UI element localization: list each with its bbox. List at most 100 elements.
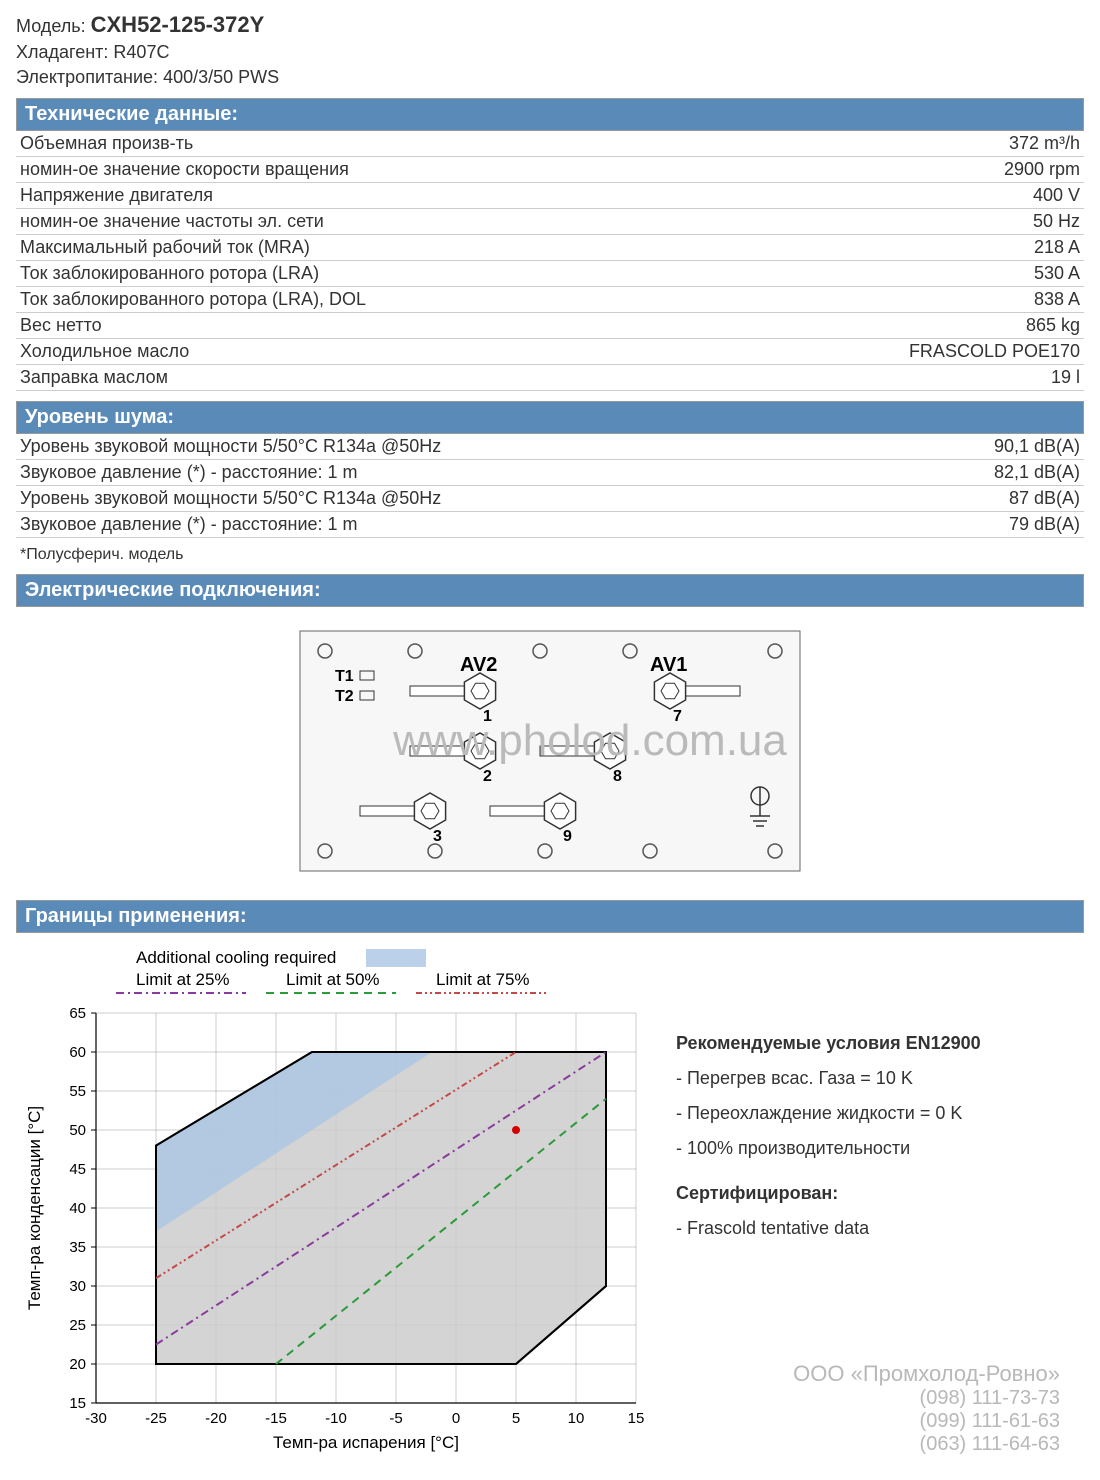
svg-text:55: 55 xyxy=(69,1083,86,1100)
svg-text:15: 15 xyxy=(69,1395,86,1412)
tech-table: Объемная произв-ть372 m³/hномин-ое значе… xyxy=(16,131,1084,391)
limits-chart: Additional cooling required Limit at 25% L… xyxy=(16,943,656,1468)
noise-section-header: Уровень шума: xyxy=(16,401,1084,434)
table-row: Ток заблокированного ротора (LRA)530 A xyxy=(16,261,1084,287)
electrical-section-header: Электрические подключения: xyxy=(16,574,1084,607)
table-row: Звуковое давление (*) - расстояние: 1 m8… xyxy=(16,460,1084,486)
table-row: Вес нетто865 kg xyxy=(16,313,1084,339)
row-value: 530 A xyxy=(725,261,1084,287)
row-value: 19 l xyxy=(725,365,1084,391)
row-label: номин-ое значение частоты эл. сети xyxy=(16,209,725,235)
table-row: номин-ое значение скорости вращения2900 … xyxy=(16,157,1084,183)
svg-text:40: 40 xyxy=(69,1200,86,1217)
company-name: ООО «Промхолод-Ровно» xyxy=(793,1361,1060,1387)
company-phone: (098) 111-73-73 xyxy=(793,1387,1060,1410)
power-line: Электропитание: 400/3/50 PWS xyxy=(16,67,1084,88)
tech-section-header: Технические данные: xyxy=(16,98,1084,131)
table-row: Уровень звуковой мощности 5/50°C R134a @… xyxy=(16,434,1084,460)
svg-text:-15: -15 xyxy=(265,1410,287,1427)
svg-text:Limit at 50%: Limit at 50% xyxy=(286,970,380,989)
row-value: 79 dB(A) xyxy=(892,512,1084,538)
table-row: Уровень звуковой мощности 5/50°C R134a @… xyxy=(16,486,1084,512)
svg-text:65: 65 xyxy=(69,1005,86,1022)
limits-section-header: Границы применения: xyxy=(16,900,1084,933)
row-value: 372 m³/h xyxy=(725,131,1084,157)
row-label: Напряжение двигателя xyxy=(16,183,725,209)
svg-text:7: 7 xyxy=(673,708,682,725)
row-label: Вес нетто xyxy=(16,313,725,339)
row-label: Звуковое давление (*) - расстояние: 1 m xyxy=(16,460,892,486)
table-row: Объемная произв-ть372 m³/h xyxy=(16,131,1084,157)
company-phone: (063) 111-64-63 xyxy=(793,1433,1060,1456)
row-label: Ток заблокированного ротора (LRA) xyxy=(16,261,725,287)
model-label: Модель: xyxy=(16,16,86,36)
svg-text:3: 3 xyxy=(433,828,442,845)
recommended-title: Рекомендуемые условия EN12900 xyxy=(676,1033,1084,1054)
svg-text:Темп-ра конденсации [°C]: Темп-ра конденсации [°C] xyxy=(25,1106,44,1310)
table-row: Напряжение двигателя400 V xyxy=(16,183,1084,209)
svg-text:-10: -10 xyxy=(325,1410,347,1427)
row-value: 838 A xyxy=(725,287,1084,313)
svg-text:-25: -25 xyxy=(145,1410,167,1427)
svg-text:Темп-ра испарения [°C]: Темп-ра испарения [°C] xyxy=(273,1433,459,1452)
certified-title: Сертифицирован: xyxy=(676,1183,1084,1204)
company-phone: (099) 111-61-63 xyxy=(793,1410,1060,1433)
row-label: Объемная произв-ть xyxy=(16,131,725,157)
svg-text:8: 8 xyxy=(613,768,622,785)
table-row: Ток заблокированного ротора (LRA), DOL83… xyxy=(16,287,1084,313)
table-row: Максимальный рабочий ток (MRA)218 A xyxy=(16,235,1084,261)
noise-footnote: *Полусферич. модель xyxy=(20,546,1080,564)
row-value: 87 dB(A) xyxy=(892,486,1084,512)
refrigerant-value: R407C xyxy=(113,42,169,62)
cert-item: - Frascold tentative data xyxy=(676,1218,1084,1239)
svg-text:50: 50 xyxy=(69,1122,86,1139)
svg-text:1: 1 xyxy=(483,708,492,725)
row-label: Уровень звуковой мощности 5/50°C R134a @… xyxy=(16,434,892,460)
table-row: номин-ое значение частоты эл. сети50 Hz xyxy=(16,209,1084,235)
av2-label: AV2 xyxy=(460,654,497,676)
svg-text:0: 0 xyxy=(452,1410,460,1427)
table-row: Заправка маслом19 l xyxy=(16,365,1084,391)
model-line: Модель: CXH52-125-372Y xyxy=(16,12,1084,38)
svg-text:Limit at 25%: Limit at 25% xyxy=(136,970,230,989)
row-label: номин-ое значение скорости вращения xyxy=(16,157,725,183)
row-label: Максимальный рабочий ток (MRA) xyxy=(16,235,725,261)
svg-text:25: 25 xyxy=(69,1317,86,1334)
row-value: 400 V xyxy=(725,183,1084,209)
row-label: Уровень звуковой мощности 5/50°C R134a @… xyxy=(16,486,892,512)
refrigerant-line: Хладагент: R407C xyxy=(16,42,1084,63)
row-value: 218 A xyxy=(725,235,1084,261)
svg-text:Additional cooling required: Additional cooling required xyxy=(136,948,336,967)
row-label: Ток заблокированного ротора (LRA), DOL xyxy=(16,287,725,313)
row-value: 50 Hz xyxy=(725,209,1084,235)
power-label: Электропитание: xyxy=(16,67,158,87)
noise-table: Уровень звуковой мощности 5/50°C R134a @… xyxy=(16,434,1084,538)
row-value: 82,1 dB(A) xyxy=(892,460,1084,486)
row-value: 2900 rpm xyxy=(725,157,1084,183)
refrigerant-label: Хладагент: xyxy=(16,42,108,62)
terminal-svg: T1 T2 AV2 AV1 172839 xyxy=(280,621,820,881)
svg-text:-30: -30 xyxy=(85,1410,107,1427)
t1-label: T1 xyxy=(335,668,354,685)
svg-text:10: 10 xyxy=(568,1410,585,1427)
svg-text:9: 9 xyxy=(563,828,572,845)
svg-text:45: 45 xyxy=(69,1161,86,1178)
terminal-diagram: www.pholod.com.ua T1 T2 AV2 AV1 172839 xyxy=(280,621,820,886)
svg-text:Limit at 75%: Limit at 75% xyxy=(436,970,530,989)
table-row: Холодильное маслоFRASCOLD POE170 xyxy=(16,339,1084,365)
row-label: Звуковое давление (*) - расстояние: 1 m xyxy=(16,512,892,538)
row-label: Заправка маслом xyxy=(16,365,725,391)
row-value: 865 kg xyxy=(725,313,1084,339)
recommended-item: - Переохлаждение жидкости = 0 K xyxy=(676,1103,1084,1124)
company-block: ООО «Промхолод-Ровно» (098) 111-73-73(09… xyxy=(793,1361,1060,1456)
svg-text:30: 30 xyxy=(69,1278,86,1295)
svg-text:-5: -5 xyxy=(389,1410,402,1427)
svg-text:15: 15 xyxy=(628,1410,645,1427)
table-row: Звуковое давление (*) - расстояние: 1 m7… xyxy=(16,512,1084,538)
row-value: FRASCOLD POE170 xyxy=(725,339,1084,365)
svg-text:35: 35 xyxy=(69,1239,86,1256)
svg-text:20: 20 xyxy=(69,1356,86,1373)
svg-text:2: 2 xyxy=(483,768,492,785)
limits-chart-area: Additional cooling required Limit at 25% L… xyxy=(16,943,1084,1468)
svg-text:5: 5 xyxy=(512,1410,520,1427)
